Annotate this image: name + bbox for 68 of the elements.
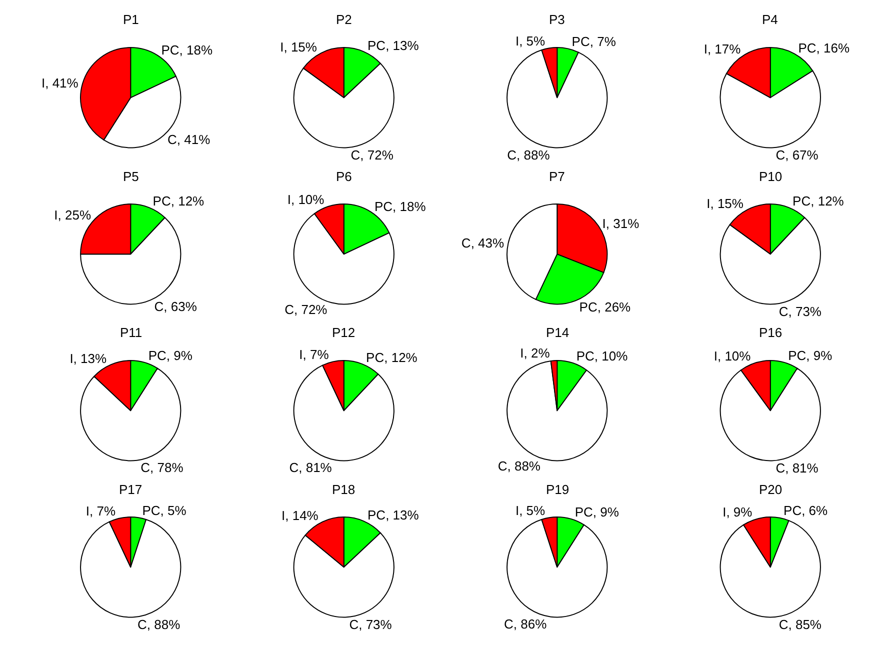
slice-label: I, 14%: [282, 508, 319, 524]
slice-label: PC, 13%: [368, 38, 420, 53]
pie-slice: [720, 520, 821, 618]
slice-label: I, 13%: [70, 350, 107, 366]
slice-label: C, 72%: [350, 148, 394, 163]
slice-label: I, 10%: [287, 192, 325, 208]
chart-title: P14: [546, 325, 570, 340]
slice-label: I, 17%: [704, 41, 742, 56]
chart-title: P5: [123, 169, 139, 184]
slice-label: PC, 18%: [374, 199, 426, 214]
slice-label: C, 85%: [778, 616, 822, 632]
chart-title: P2: [336, 12, 352, 27]
slice-label: C, 43%: [461, 235, 504, 250]
slice-label: I, 9%: [722, 504, 753, 520]
slice-label: C, 88%: [507, 148, 550, 163]
slice-label: PC, 10%: [576, 348, 628, 364]
chart-title: P17: [119, 482, 142, 497]
chart-title: P6: [336, 169, 352, 184]
slice-label: PC, 16%: [798, 40, 850, 56]
slice-label: I, 15%: [706, 196, 744, 212]
pie-slice: [506, 519, 608, 618]
slice-label: PC, 12%: [366, 350, 418, 366]
slice-label: C, 81%: [776, 460, 819, 476]
chart-title: P1: [123, 12, 139, 27]
slice-label: PC, 9%: [788, 348, 833, 364]
slice-label: I, 10%: [714, 348, 752, 364]
slice-label: C, 86%: [504, 616, 548, 632]
slice-label: PC, 9%: [148, 348, 193, 364]
slice-label: C, 67%: [776, 148, 819, 163]
slice-label: I, 5%: [515, 33, 546, 48]
slice-label: I, 25%: [54, 207, 92, 222]
slice-label: C, 88%: [498, 458, 541, 474]
slice-label: C, 81%: [289, 460, 332, 475]
chart-title: P7: [549, 169, 565, 184]
slice-label: C, 73%: [349, 617, 392, 632]
chart-title: P10: [759, 169, 782, 184]
slice-label: PC, 5%: [142, 502, 187, 518]
slice-label: C, 78%: [140, 460, 184, 476]
slice-label: PC, 26%: [579, 300, 632, 315]
slice-label: C, 63%: [154, 298, 198, 314]
slice-label: PC, 12%: [152, 194, 205, 209]
slice-label: C, 72%: [284, 302, 328, 318]
pie-slice: [506, 50, 608, 148]
slice-label: C, 73%: [778, 304, 822, 319]
chart-title: P4: [762, 12, 778, 27]
slice-label: I, 5%: [515, 502, 546, 518]
chart-title: P12: [332, 325, 356, 340]
slice-label: C, 88%: [138, 617, 181, 632]
slice-label: I, 31%: [602, 216, 640, 232]
slice-label: PC, 12%: [792, 194, 844, 209]
slice-label: I, 15%: [280, 40, 318, 55]
slice-label: PC, 13%: [368, 507, 420, 522]
chart-title: P11: [120, 325, 142, 340]
slice-label: I, 41%: [41, 76, 79, 91]
slice-label: PC, 6%: [784, 503, 828, 518]
chart-title: P3: [549, 12, 565, 27]
chart-title: P20: [759, 482, 782, 497]
slice-label: PC, 18%: [161, 42, 213, 58]
slice-label: C, 41%: [167, 132, 211, 147]
slice-label: I, 7%: [299, 347, 330, 362]
slice-label: PC, 9%: [574, 504, 620, 520]
chart-title: P18: [332, 482, 356, 497]
chart-title: P16: [759, 325, 782, 340]
pie-slice: [80, 519, 182, 618]
slice-label: I, 2%: [520, 346, 550, 361]
chart-title: P19: [546, 482, 570, 497]
slice-label: I, 7%: [86, 504, 116, 519]
slice-label: PC, 7%: [572, 34, 616, 50]
